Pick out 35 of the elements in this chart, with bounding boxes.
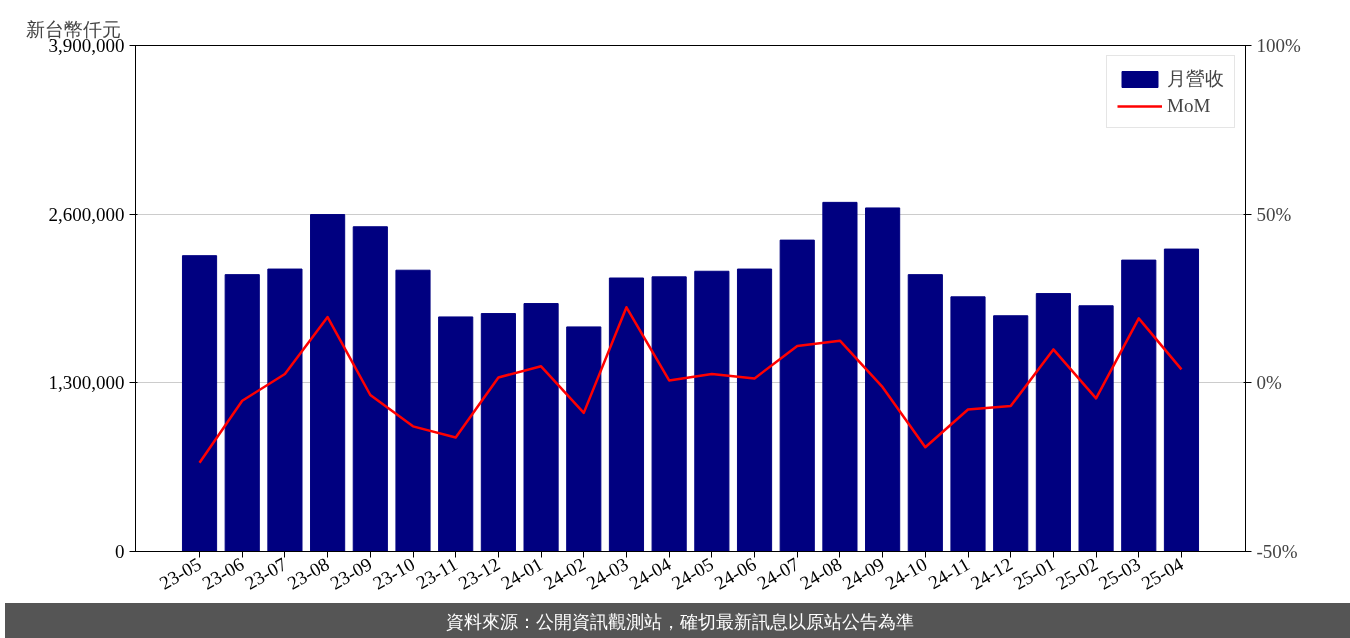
- bar: [736, 268, 773, 552]
- bar: [950, 296, 986, 552]
- bar: [395, 269, 431, 552]
- y2-tick-label: 50%: [1256, 203, 1292, 225]
- bar: [224, 274, 260, 552]
- y2-tick-label: -50%: [1256, 541, 1298, 562]
- bar: [181, 255, 218, 552]
- bar: [523, 303, 559, 552]
- bar: [1078, 305, 1114, 552]
- bar: [566, 326, 602, 552]
- bar: [310, 214, 346, 552]
- bar: [1035, 293, 1071, 552]
- legend-label: MoM: [1167, 95, 1211, 117]
- bar: [865, 207, 901, 552]
- bar: [480, 313, 516, 552]
- source-note: 資料來源：公開資訊觀測站，確切最新訊息以原站公告為準: [446, 610, 914, 634]
- bar: [694, 270, 730, 552]
- line-series: [198, 306, 1183, 465]
- bar: [608, 277, 645, 552]
- bar: [651, 276, 687, 552]
- bar: [438, 316, 474, 552]
- bar: [907, 274, 943, 552]
- bar: [779, 239, 815, 552]
- y2-tick-label: 100%: [1256, 35, 1301, 56]
- bar: [1163, 248, 1200, 552]
- y-tick-label: 1,300,000: [48, 372, 125, 394]
- bar: [993, 315, 1029, 552]
- bar: [352, 226, 388, 552]
- bar: [822, 201, 858, 552]
- legend-label: 月營收: [1167, 67, 1224, 91]
- y-tick-label: 2,600,000: [48, 203, 125, 225]
- y2-tick-label: 0%: [1256, 372, 1282, 394]
- bar: [267, 268, 303, 552]
- bar: [1121, 259, 1157, 552]
- y-tick-label: 0: [115, 541, 125, 562]
